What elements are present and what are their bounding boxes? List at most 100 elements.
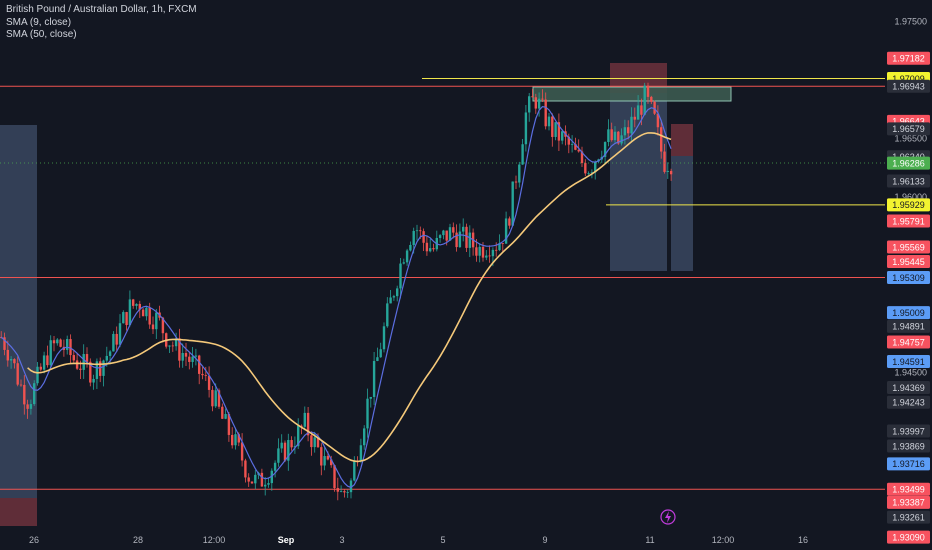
candle [168, 345, 171, 353]
price-label-text: 1.94891 [892, 322, 925, 332]
candle [660, 121, 663, 159]
candle [300, 424, 303, 435]
candle [475, 238, 478, 262]
candle [666, 162, 669, 179]
candle [39, 363, 42, 372]
candle [511, 181, 514, 226]
indicator-sma-50[interactable]: SMA (50, close) [6, 29, 77, 40]
candle [290, 436, 293, 451]
candle [125, 311, 128, 331]
candle [267, 477, 270, 488]
order-box[interactable] [532, 86, 732, 102]
price-label: 1.93090 [887, 530, 930, 544]
candle [23, 375, 26, 415]
price-label-text: 1.93387 [892, 498, 925, 508]
candle [501, 243, 504, 252]
candle [211, 386, 214, 412]
candle [112, 331, 115, 352]
candle [478, 243, 481, 263]
candle [231, 427, 234, 449]
candle [607, 119, 610, 147]
price-label: 1.97182 [887, 51, 930, 65]
horizontal-lines[interactable] [0, 78, 885, 490]
candle [234, 427, 237, 450]
stop-zone-small[interactable] [671, 124, 693, 156]
price-label-text: 1.93090 [892, 532, 925, 542]
price-label-text: 1.97009 [892, 74, 925, 84]
target-zone-left[interactable] [0, 125, 37, 498]
candle [422, 228, 425, 252]
price-label-text: 1.95569 [892, 242, 925, 252]
price-label-text: 1.93261 [892, 512, 925, 522]
price-label-text: 1.97182 [892, 54, 925, 64]
candle [323, 446, 326, 471]
candle [650, 95, 653, 105]
candle [541, 89, 544, 102]
candle [382, 322, 386, 353]
x-axis[interactable]: 26 28 12:00 Sep 3 5 9 11 12:00 16 [29, 535, 808, 545]
price-label: 1.94591 [887, 354, 930, 368]
candle [207, 366, 211, 398]
candle [270, 468, 273, 491]
price-label-text: 1.93997 [892, 426, 925, 436]
candle [415, 224, 419, 241]
candle [184, 342, 188, 366]
lightning-icon[interactable] [660, 509, 676, 525]
price-label-text: 1.93869 [892, 441, 925, 451]
candle [247, 473, 250, 487]
x-tick-label: 3 [339, 535, 344, 545]
candle [521, 139, 524, 165]
candle [554, 122, 557, 141]
y-tick-label: 1.97500 [894, 17, 927, 27]
candle [587, 171, 590, 175]
candle [455, 224, 458, 252]
candle [528, 93, 531, 122]
candle [49, 335, 52, 368]
candle [29, 399, 33, 415]
candle [303, 406, 306, 431]
candle [188, 351, 191, 370]
candle [174, 332, 178, 351]
candle [633, 107, 636, 128]
x-tick-label: 5 [440, 535, 445, 545]
candle [194, 348, 198, 366]
price-label-text: 1.96643 [892, 117, 925, 127]
candle [603, 141, 607, 164]
candle [346, 489, 349, 498]
candle [240, 433, 244, 467]
x-tick-label: 11 [645, 535, 654, 545]
candle [42, 351, 46, 374]
candle [544, 92, 547, 130]
price-label-text: 1.95929 [892, 200, 925, 210]
x-tick-label: 28 [133, 535, 143, 545]
target-zone-small[interactable] [671, 156, 693, 271]
candle [646, 82, 650, 104]
candle [372, 352, 376, 405]
candle [458, 223, 462, 248]
indicator-sma-9[interactable]: SMA (9, close) [6, 16, 72, 28]
candle [13, 358, 16, 369]
candle [425, 236, 429, 256]
candle [518, 161, 521, 188]
candle [26, 399, 29, 419]
price-label: 1.93997 [887, 424, 930, 438]
candle [547, 112, 551, 131]
candle [508, 216, 511, 229]
candle [613, 126, 617, 143]
candle [75, 352, 79, 371]
candle [402, 258, 405, 265]
price-label: 1.95929 [887, 198, 930, 212]
price-label-text: 1.94757 [892, 337, 925, 347]
candle [349, 478, 353, 499]
candle [429, 238, 432, 253]
candle [534, 93, 537, 114]
chart-title[interactable]: British Pound / Australian Dollar, 1h, F… [6, 4, 197, 15]
candle [224, 408, 227, 420]
y-axis[interactable]: 1.97500 1.96500 1.96000 1.94500 [894, 17, 927, 378]
candle [115, 326, 118, 352]
stop-zone-left[interactable] [0, 498, 37, 526]
price-label: 1.95569 [887, 240, 930, 254]
price-label: 1.93387 [887, 495, 930, 509]
candle [16, 356, 19, 387]
